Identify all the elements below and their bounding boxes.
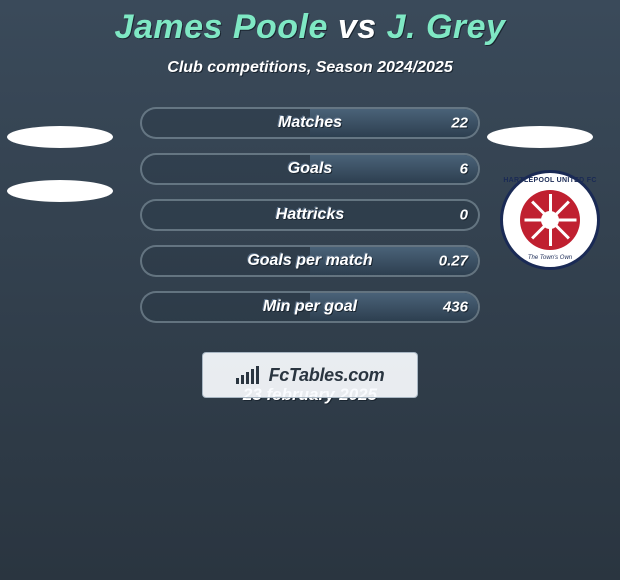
stat-row: Min per goal 436 [140, 291, 480, 323]
player2-name: J. Grey [387, 8, 506, 46]
crest-wheel [520, 190, 580, 250]
logo-bar [241, 375, 244, 384]
stat-label: Goals [288, 160, 332, 178]
crest-spoke [549, 219, 570, 240]
stat-label: Goals per match [247, 252, 372, 270]
crest-bottom-text: The Town's Own [528, 255, 572, 261]
stat-value-right: 6 [460, 161, 468, 178]
player1-name: James Poole [115, 8, 328, 46]
logo-text: FcTables.com [269, 365, 385, 386]
stat-label: Hattricks [276, 206, 344, 224]
logo-bars-icon [236, 366, 259, 384]
player-ellipse-left [7, 126, 113, 148]
stat-row: Hattricks 0 [140, 199, 480, 231]
vs-text: vs [338, 8, 377, 46]
comparison-title: James Poole vs J. Grey [0, 0, 620, 47]
crest-spoke [549, 220, 552, 246]
fctables-logo[interactable]: FcTables.com [202, 352, 418, 398]
stat-value-right: 436 [443, 299, 468, 316]
stat-fill-right [310, 155, 478, 183]
stat-value-right: 0 [460, 207, 468, 224]
logo-bar [236, 378, 239, 384]
crest-spoke [524, 219, 550, 222]
logo-bar [246, 372, 249, 384]
player-ellipse-right [487, 126, 593, 148]
stat-label: Min per goal [263, 298, 357, 316]
stat-value-right: 22 [451, 115, 468, 132]
logo-bar [256, 366, 259, 384]
crest-top-text: HARTLEPOOL UNITED FC [503, 177, 596, 184]
stat-row: Goals 6 [140, 153, 480, 185]
stat-row: Goals per match 0.27 [140, 245, 480, 277]
player-ellipse-left [7, 180, 113, 202]
stat-label: Matches [278, 114, 342, 132]
subtitle: Club competitions, Season 2024/2025 [0, 59, 620, 77]
logo-bar [251, 369, 254, 384]
stat-value-right: 0.27 [439, 253, 468, 270]
stat-row: Matches 22 [140, 107, 480, 139]
club-crest: HARTLEPOOL UNITED FC The Town's Own [500, 170, 600, 270]
